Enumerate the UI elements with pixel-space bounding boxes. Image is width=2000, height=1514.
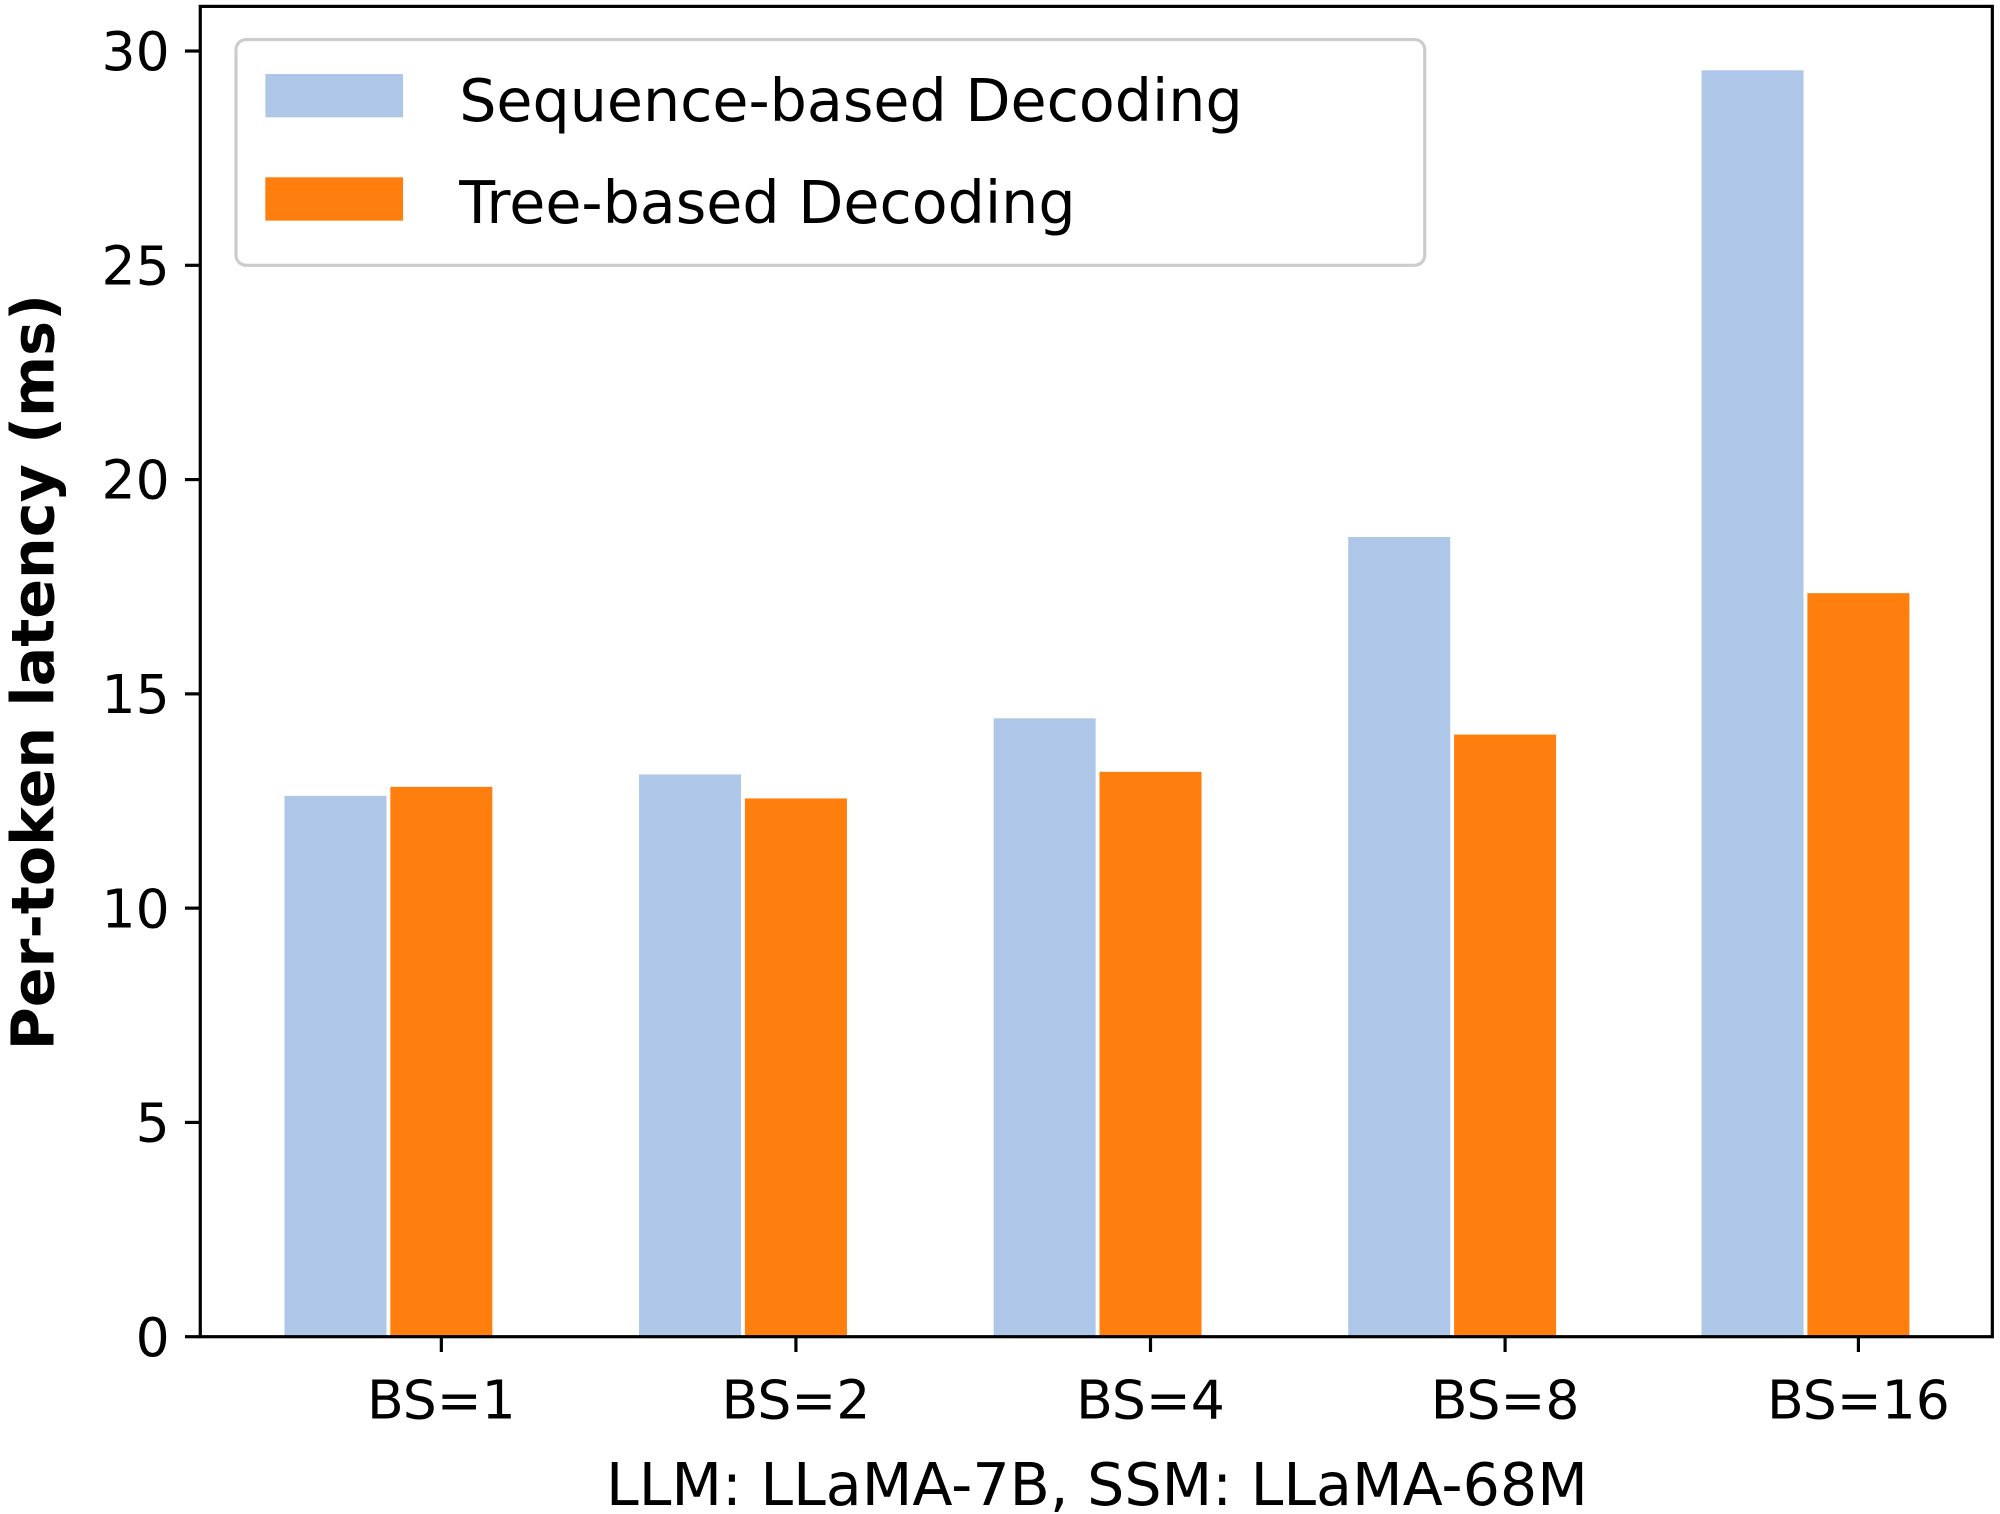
x-tick-label: BS=4 (1076, 1368, 1225, 1431)
bar-tree-BS=2 (744, 798, 847, 1337)
legend-frame (234, 37, 1427, 267)
bar-sequence-BS=2 (639, 774, 742, 1337)
y-tick-label: 5 (136, 1092, 170, 1155)
x-tick-label: BS=2 (722, 1368, 871, 1431)
bar-sequence-BS=1 (284, 795, 387, 1337)
x-axis: BS=1 BS=2 BS=4 BS=8 BS=16 (367, 1336, 1950, 1431)
bar-sequence-BS=4 (993, 718, 1096, 1337)
bars (284, 70, 1910, 1337)
x-tick-label: BS=16 (1767, 1368, 1950, 1431)
x-tick-label: BS=1 (367, 1368, 516, 1431)
x-axis-label: LLM: LLaMA-7B, SSM: LLaMA-68M (606, 1451, 1588, 1514)
y-tick-label: 25 (102, 234, 170, 297)
legend-swatch-tree (265, 177, 404, 221)
bar-tree-BS=8 (1454, 734, 1557, 1337)
plot-frame (198, 4, 1994, 1339)
y-tick-label: 20 (102, 449, 170, 512)
legend: Sequence-based Decoding Tree-based Decod… (234, 37, 1427, 267)
bar-sequence-BS=8 (1348, 537, 1451, 1337)
bar-tree-BS=4 (1099, 771, 1202, 1337)
x-tick-label: BS=8 (1431, 1368, 1580, 1431)
y-axis: 0 5 10 15 20 25 30 (102, 20, 201, 1369)
bar-sequence-BS=16 (1701, 70, 1804, 1337)
legend-label-tree: Tree-based Decoding (458, 169, 1075, 237)
legend-swatch-sequence (265, 73, 404, 118)
legend-label-sequence: Sequence-based Decoding (459, 67, 1243, 135)
bar-tree-BS=16 (1807, 593, 1910, 1337)
y-tick-label: 30 (102, 20, 170, 83)
y-tick-label: 10 (102, 877, 170, 940)
bar-tree-BS=1 (390, 786, 493, 1337)
y-tick-label: 0 (136, 1306, 170, 1369)
y-tick-label: 15 (102, 663, 170, 726)
y-axis-label: Per-token latency (ms) (0, 294, 68, 1050)
